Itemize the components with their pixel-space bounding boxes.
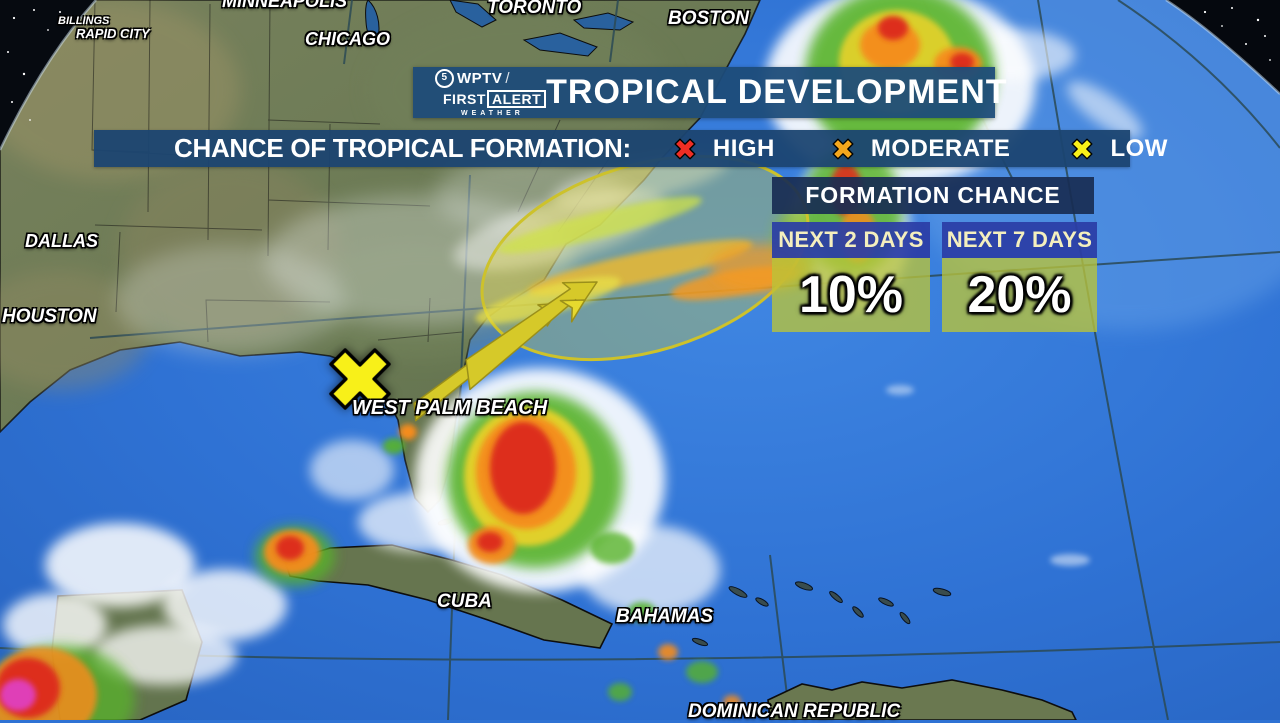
city-label-houston: HOUSTON bbox=[2, 306, 97, 327]
city-label-bahamas: BAHAMAS bbox=[616, 606, 714, 627]
legend-level: LOW bbox=[1110, 134, 1168, 162]
channel-5-icon: 5 bbox=[435, 68, 454, 88]
station-logo: 5 WPTV / FIRST ALERT WEATHER bbox=[435, 68, 547, 117]
legend-level: HIGH bbox=[712, 134, 775, 162]
city-label-cuba: CUBA bbox=[437, 591, 492, 612]
legend-item-moderate: MODERATE bbox=[827, 133, 1011, 165]
legend-item-low: LOW bbox=[1066, 133, 1167, 165]
city-label-minneapolis: MINNEAPOLIS bbox=[222, 0, 348, 11]
station-callsign: WPTV bbox=[457, 69, 503, 87]
low-x-icon bbox=[1071, 137, 1093, 160]
city-label-rapid-city: RAPID CITY bbox=[76, 26, 150, 41]
storm-bahamas bbox=[447, 392, 634, 568]
storm-west-cuba bbox=[255, 526, 335, 586]
storm-southwest bbox=[0, 645, 135, 720]
bahamas-islands bbox=[437, 518, 952, 647]
scattered-cells bbox=[383, 424, 741, 709]
space-top-right bbox=[1165, 0, 1280, 95]
brand-first: FIRST bbox=[443, 90, 486, 107]
space-top-left bbox=[0, 0, 97, 151]
city-label-chicago: CHICAGO bbox=[305, 29, 390, 49]
title-banner: 5 WPTV / FIRST ALERT WEATHER TROPICAL DE… bbox=[413, 67, 1007, 118]
legend-level: MODERATE bbox=[870, 134, 1011, 162]
city-label-billings: BILLINGS bbox=[58, 15, 110, 27]
legend-label: CHANCE OF TROPICAL FORMATION: bbox=[174, 133, 631, 163]
formation-x-marker bbox=[329, 348, 391, 410]
next-7-days-value: 20% bbox=[942, 258, 1097, 332]
high-x-icon bbox=[674, 137, 696, 160]
moderate-x-icon bbox=[832, 137, 854, 160]
brand-weather: WEATHER bbox=[461, 109, 524, 117]
motion-arrows bbox=[413, 281, 598, 422]
page-title: TROPICAL DEVELOPMENT bbox=[546, 73, 1008, 111]
city-label-toronto: TORONTO bbox=[487, 0, 582, 18]
logo-slash: / bbox=[505, 69, 511, 87]
next-7-days-header: NEXT 7 DAYS bbox=[942, 222, 1097, 258]
next-2-days-value: 10% bbox=[772, 258, 930, 332]
city-label-dominican-republic: DOMINICAN REPUBLIC bbox=[688, 701, 901, 722]
formation-chance-header: FORMATION CHANCE bbox=[772, 177, 1094, 214]
city-label-dallas: DALLAS bbox=[25, 231, 98, 251]
hispaniola-island bbox=[767, 679, 1077, 720]
city-label-west-palm-beach: WEST PALM BEACH bbox=[352, 397, 548, 419]
legend-item-high: HIGH bbox=[669, 133, 775, 165]
city-label-boston: BOSTON bbox=[668, 8, 749, 29]
brand-alert: ALERT bbox=[486, 89, 547, 108]
formation-legend-bar: CHANCE OF TROPICAL FORMATION: HIGH MODER… bbox=[94, 130, 1167, 167]
next-2-days-header: NEXT 2 DAYS bbox=[772, 222, 930, 258]
legend-items: HIGH MODERATE LOW bbox=[669, 133, 1168, 165]
great-lakes bbox=[365, 0, 635, 57]
